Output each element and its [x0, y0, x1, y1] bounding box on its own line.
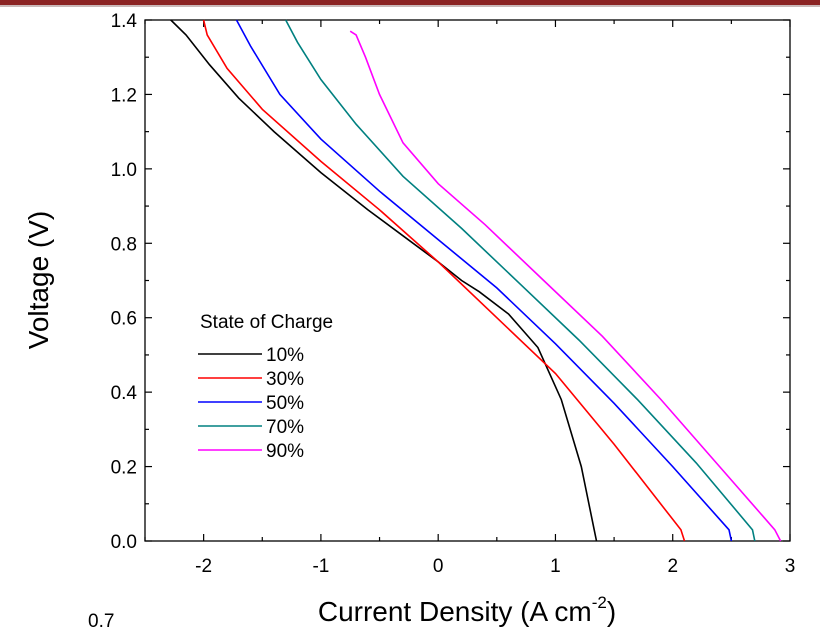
- x-axis-title: Current Density (A cm-2): [318, 593, 616, 627]
- legend-label: 30%: [266, 369, 304, 390]
- x-axis-title-sup: -2: [592, 593, 607, 612]
- x-tick-labels: -2 -1 0 1 2 3: [195, 556, 795, 577]
- series-line-70pct: [284, 19, 756, 542]
- x-tick-label: 2: [667, 556, 678, 577]
- legend-label: 70%: [266, 417, 304, 438]
- y-tick-label: 1.0: [111, 160, 137, 181]
- x-axis-title-main: Current Density (A cm: [318, 596, 592, 627]
- legend-label: 50%: [266, 393, 304, 414]
- series-line-50pct: [235, 19, 733, 542]
- x-tick-label: 0: [433, 556, 444, 577]
- series-line-30pct: [202, 19, 686, 542]
- legend-label: 90%: [266, 441, 304, 462]
- y-tick-label: 1.4: [111, 11, 138, 32]
- plot-frame: [144, 19, 791, 542]
- series-line-10pct: [170, 19, 598, 542]
- y-tick-label: 0.0: [111, 532, 137, 553]
- series-lines: [170, 19, 782, 542]
- y-tick-label: 0.4: [111, 383, 138, 404]
- legend-label: 10%: [266, 345, 304, 366]
- axis-ticks: [144, 19, 791, 542]
- x-axis-title-end: ): [607, 596, 616, 627]
- x-tick-label: 3: [785, 556, 796, 577]
- y-tick-label: 0.2: [111, 458, 137, 479]
- header-divider: [0, 5, 820, 7]
- y-axis-title: Voltage (V): [23, 211, 54, 350]
- y-tick-labels: 0.0 0.2 0.4 0.6 0.8 1.0 1.2 1.4: [111, 11, 138, 553]
- series-line-90pct: [349, 30, 782, 542]
- x-tick-label: 1: [550, 556, 561, 577]
- legend-entries: 10% 30% 50% 70% 90%: [198, 345, 304, 462]
- y-tick-label: 0.8: [111, 234, 137, 255]
- legend-title: State of Charge: [200, 312, 333, 333]
- y-tick-label: 0.6: [111, 309, 137, 330]
- legend: State of Charge 10% 30% 50% 70% 90%: [198, 312, 333, 462]
- stray-tick-label: 0.7: [88, 611, 115, 632]
- y-tick-label: 1.2: [111, 85, 137, 106]
- header-accent-bar: [0, 0, 820, 5]
- x-tick-label: -2: [195, 556, 212, 577]
- x-tick-label: -1: [312, 556, 329, 577]
